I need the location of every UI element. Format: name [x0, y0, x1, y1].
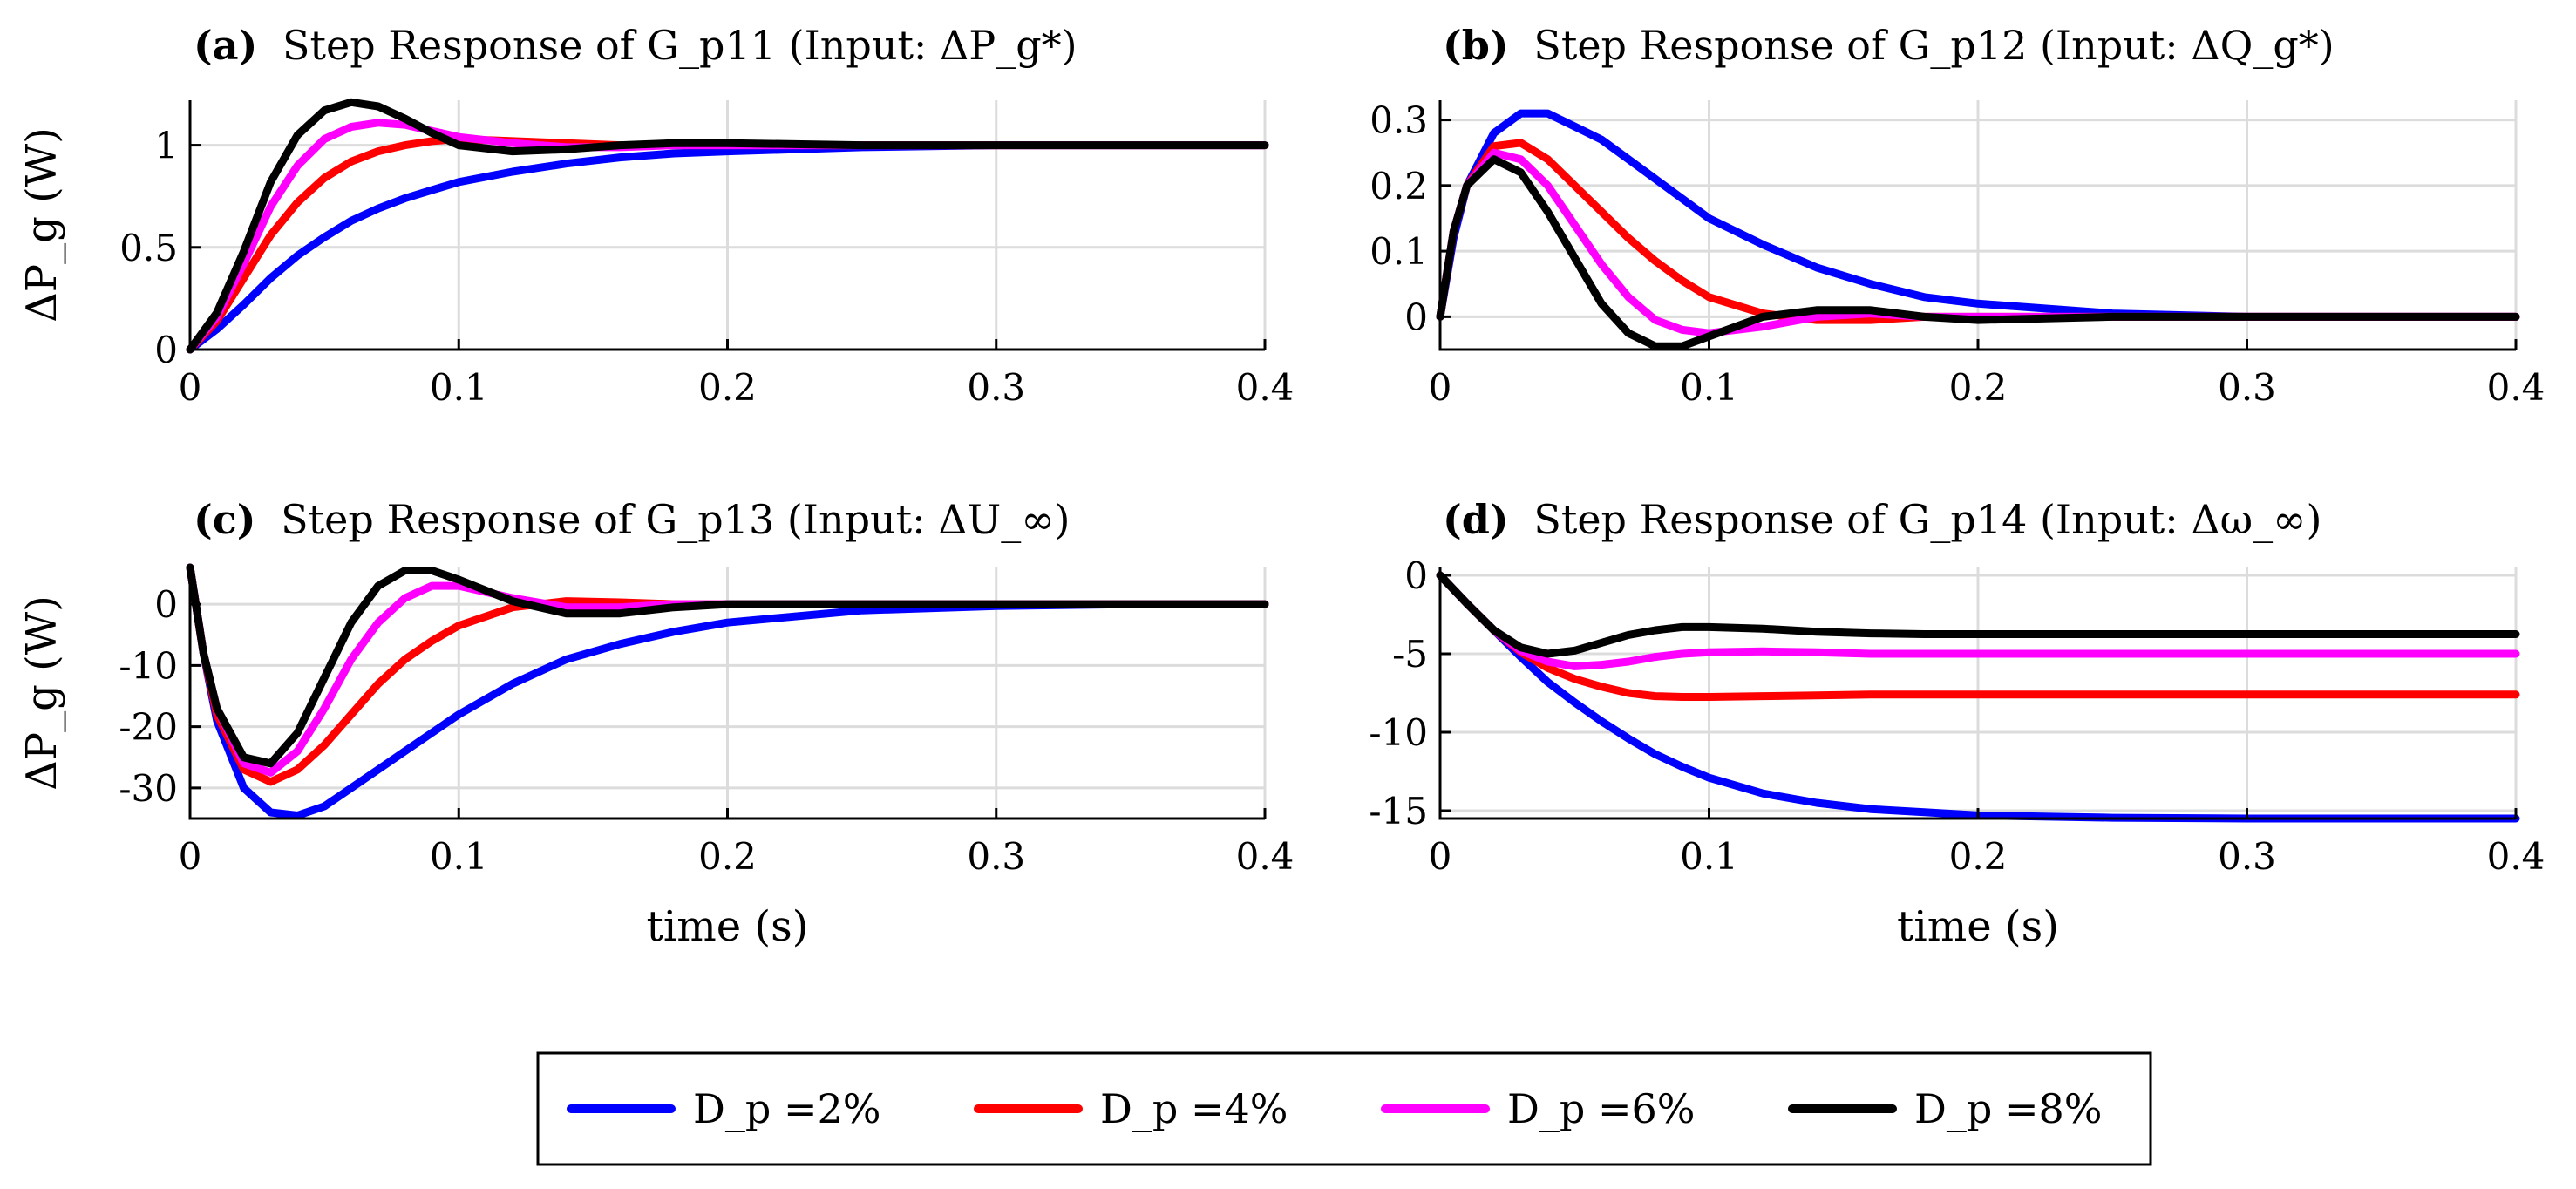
- panel-d-tag: (d): [1443, 496, 1509, 543]
- series-line-c-1: [186, 563, 1269, 819]
- y-axis-label: ΔP_g (W): [17, 127, 66, 323]
- y-tick-label: -10: [1369, 711, 1428, 754]
- legend-label-2: D_p =4%: [1100, 1085, 1288, 1132]
- x-tick-label: 0.3: [2218, 366, 2276, 409]
- y-tick-label: 0: [1404, 296, 1428, 338]
- legend-label-4: D_p =8%: [1914, 1085, 2102, 1132]
- x-tick-label: 0.1: [1680, 835, 1738, 878]
- x-tick-label: 0.3: [967, 366, 1025, 409]
- x-tick-label: 0: [1429, 366, 1452, 409]
- x-tick-label: 0.4: [1236, 835, 1295, 878]
- panel-a: (a) Step Response of G_p11 (Input: ΔP_g*…: [17, 22, 1294, 409]
- legend-label-1: D_p =2%: [693, 1085, 880, 1132]
- x-tick-label: 0.2: [698, 835, 757, 878]
- legend: D_p =2% D_p =4% D_p =6% D_p =8%: [536, 1051, 2152, 1166]
- x-tick-label: 0.2: [698, 366, 757, 409]
- x-tick-label: 0: [1429, 835, 1452, 878]
- x-tick-label: 0.1: [1680, 366, 1738, 409]
- panel-c-title-text: Step Response of G_p13 (Input: ΔU_∞): [281, 496, 1070, 543]
- panel-b: (b) Step Response of G_p12 (Input: ΔQ_g*…: [1370, 22, 2545, 409]
- x-axis-label: time (s): [1897, 902, 2059, 951]
- x-tick-label: 0: [179, 835, 202, 878]
- panel-b-title: (b) Step Response of G_p12 (Input: ΔQ_g*…: [1443, 22, 2335, 69]
- x-tick-label: 0.1: [430, 366, 488, 409]
- panel-a-title: (a) Step Response of G_p11 (Input: ΔP_g*…: [194, 22, 1077, 69]
- x-tick-label: 0.4: [2487, 366, 2545, 409]
- y-tick-label: 1: [154, 125, 178, 167]
- series-line-b-1: [1436, 109, 2520, 321]
- y-tick-label: 0.1: [1370, 230, 1428, 273]
- y-tick-label: -20: [119, 706, 178, 749]
- x-tick-label: 0: [179, 366, 202, 409]
- x-tick-label: 0.1: [430, 835, 488, 878]
- panel-b-title-text: Step Response of G_p12 (Input: ΔQ_g*): [1533, 22, 2334, 69]
- x-axis-label: time (s): [647, 902, 809, 951]
- legend-label-3: D_p =6%: [1507, 1085, 1695, 1132]
- y-tick-label: 0.5: [119, 227, 178, 269]
- y-tick-label: 0.3: [1370, 99, 1428, 142]
- series-line-b-4: [1436, 155, 2520, 350]
- y-axis-label: ΔP_g (W): [17, 595, 66, 791]
- plot-a: 0 0.1 0.2 0.3 0.4 0 0.5 1 ΔP_g (W): [17, 98, 1295, 409]
- x-tick-label: 0.4: [1236, 366, 1295, 409]
- y-tick-label: -10: [119, 644, 178, 687]
- panel-c: (c) Step Response of G_p13 (Input: ΔU_∞)…: [17, 496, 1294, 951]
- panel-d-title: (d) Step Response of G_p14 (Input: Δω_∞): [1443, 496, 2321, 543]
- plot-d: 0 0.1 0.2 0.3 0.4 -15 -10 -5 0 time (s): [1369, 554, 2545, 951]
- x-tick-label: 0.2: [1949, 366, 2008, 409]
- panel-d-title-text: Step Response of G_p14 (Input: Δω_∞): [1533, 496, 2321, 543]
- x-tick-label: 0.2: [1949, 835, 2008, 878]
- series-line-d-4: [1436, 571, 2520, 658]
- series-line-a-4: [186, 98, 1269, 354]
- panel-c-title: (c) Step Response of G_p13 (Input: ΔU_∞): [194, 496, 1071, 543]
- panel-d: (d) Step Response of G_p14 (Input: Δω_∞)…: [1369, 496, 2545, 951]
- y-tick-label: -15: [1369, 790, 1428, 832]
- x-tick-label: 0.3: [967, 835, 1025, 878]
- panel-b-tag: (b): [1443, 22, 1509, 69]
- panel-a-title-text: Step Response of G_p11 (Input: ΔP_g*): [282, 22, 1077, 69]
- panel-c-tag: (c): [194, 496, 256, 543]
- x-tick-label: 0.4: [2487, 835, 2545, 878]
- y-tick-label: 0: [154, 583, 178, 626]
- plot-c: 0 0.1 0.2 0.3 0.4 -30 -20 -10 0 ΔP_g (W) time (s): [17, 563, 1295, 951]
- plot-b: 0 0.1 0.2 0.3 0.4 0 0.1 0.2 0.3: [1370, 99, 2545, 409]
- x-tick-label: 0.3: [2218, 835, 2276, 878]
- legend-entries: D_p =2% D_p =4% D_p =6% D_p =8%: [567, 1085, 2102, 1132]
- y-tick-label: 0: [1404, 554, 1428, 597]
- series-line-c-4: [186, 563, 1269, 768]
- y-tick-label: 0: [154, 329, 178, 371]
- panel-a-tag: (a): [194, 22, 257, 69]
- y-tick-label: 0.2: [1370, 165, 1428, 207]
- y-tick-label: -5: [1392, 633, 1428, 676]
- y-tick-label: -30: [119, 767, 178, 810]
